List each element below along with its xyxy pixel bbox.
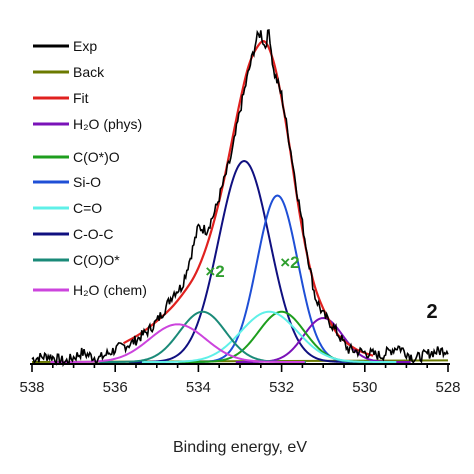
x-tick-label: 532	[269, 379, 294, 396]
legend-label: C-O-C	[73, 226, 113, 242]
legend-label: Back	[73, 64, 105, 80]
x-ticks: 538 536 534 532 530 528	[19, 364, 461, 396]
x-axis-label: Binding energy, eV	[173, 439, 307, 456]
series-c-o-o	[178, 310, 385, 363]
x-tick-label: 534	[186, 379, 211, 396]
x-tick-label: 530	[352, 379, 377, 396]
legend-label: H₂O (chem)	[73, 282, 147, 298]
legend: Exp Back Fit H₂O (phys) C(O*)O Si-O C=O C-O-C C(…	[33, 38, 147, 298]
sample-label: 2	[426, 301, 437, 323]
x-tick-label: 536	[103, 379, 128, 396]
series-fit	[122, 40, 374, 357]
legend-label: C(O*)O	[73, 149, 120, 165]
annotations: ×2 ×2	[205, 253, 299, 281]
series-exp	[31, 28, 449, 368]
series-c-o	[141, 310, 397, 363]
legend-label: Exp	[73, 38, 97, 54]
legend-label: H₂O (phys)	[73, 116, 142, 132]
annotation-label: ×2	[205, 262, 224, 281]
series-h-o-chem	[50, 323, 305, 363]
legend-label: C=O	[73, 200, 102, 216]
x-tick-label: 528	[435, 379, 460, 396]
legend-label: Si-O	[73, 174, 101, 190]
annotation-label: ×2	[280, 253, 299, 272]
x-tick-label: 538	[19, 379, 44, 396]
curves-layer	[31, 28, 449, 368]
series-c-o-c	[128, 160, 360, 363]
legend-label: Fit	[73, 90, 89, 106]
legend-label: C(O)O*	[73, 252, 120, 268]
